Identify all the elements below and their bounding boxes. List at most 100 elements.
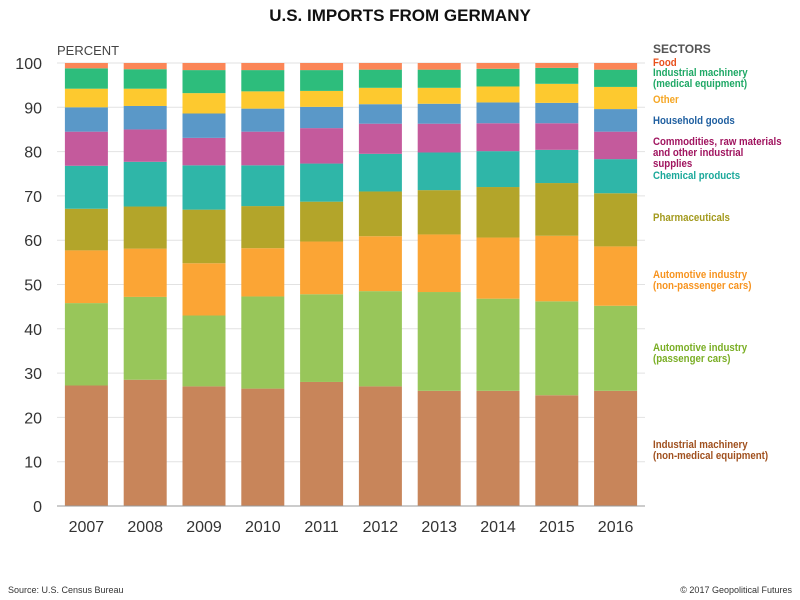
- bar-segment: [594, 159, 638, 194]
- bar-segment: [535, 395, 579, 506]
- bar-segment: [64, 107, 108, 132]
- bar-segment: [417, 63, 461, 70]
- y-axis-label: PERCENT: [57, 43, 120, 58]
- x-tick-label: 2013: [421, 519, 457, 536]
- bar-segment: [358, 191, 402, 237]
- x-tick-label: 2010: [245, 519, 281, 536]
- bar-segment: [123, 105, 167, 130]
- legend-item: Other: [653, 95, 679, 106]
- legend-label: Automotive industry: [653, 269, 748, 281]
- bar-segment: [476, 390, 520, 506]
- bar-segment: [476, 123, 520, 152]
- bar-segment: [417, 103, 461, 124]
- bar-segment: [476, 151, 520, 188]
- legend-item: Chemical products: [653, 171, 740, 182]
- bar-segment: [535, 102, 579, 124]
- bar-segment: [241, 70, 285, 92]
- bar-segment: [241, 91, 285, 109]
- y-tick-label: 0: [33, 499, 42, 516]
- bar-segment: [241, 206, 285, 249]
- bar-segment: [535, 63, 579, 68]
- bar-segment: [123, 63, 167, 70]
- bar-segment: [358, 291, 402, 387]
- x-tick-label: 2011: [304, 519, 339, 536]
- source-note: Source: U.S. Census Bureau: [8, 585, 124, 595]
- legend-label: Pharmaceuticals: [653, 212, 730, 224]
- bar-segment: [182, 70, 226, 94]
- legend-label: and other industrial supplies: [653, 147, 744, 170]
- bar-segment: [64, 63, 108, 69]
- x-tick-label: 2016: [598, 519, 634, 536]
- bar-segment: [594, 86, 638, 110]
- y-tick-label: 50: [24, 278, 42, 295]
- x-tick-label: 2012: [363, 519, 399, 536]
- bar-segment: [535, 123, 579, 150]
- bar-segment: [594, 63, 638, 70]
- legend-label: Household goods: [653, 115, 735, 127]
- bar-segment: [594, 246, 638, 306]
- bar-segment: [300, 381, 344, 506]
- bar-segment: [358, 63, 402, 70]
- x-tick-label: 2008: [127, 519, 163, 536]
- bar-segment: [182, 137, 226, 166]
- bar-segment: [594, 390, 638, 506]
- bar-segment: [123, 161, 167, 207]
- legend-label: (medical equipment): [653, 78, 748, 90]
- legend-label: (passenger cars): [653, 353, 731, 365]
- bar-segment: [594, 131, 638, 160]
- bar-segment: [64, 250, 108, 304]
- bar-segment: [476, 86, 520, 103]
- y-tick-label: 60: [24, 233, 42, 250]
- bar-segment: [594, 69, 638, 87]
- bar-segment: [535, 83, 579, 103]
- bar-segment: [476, 63, 520, 69]
- legend-item: Industrial machinery (medical equipment): [653, 68, 748, 90]
- legend-item: Automotive industry (passenger cars): [653, 343, 747, 365]
- bar-segment: [417, 234, 461, 293]
- legend-label: (non-medical equipment): [653, 450, 769, 462]
- legend-label: Industrial machinery: [653, 67, 748, 79]
- bar-segment: [123, 379, 167, 506]
- bar-segment: [300, 90, 344, 107]
- bar-segment: [535, 149, 579, 184]
- bar-segment: [358, 69, 402, 88]
- legend-label: Food: [653, 57, 677, 69]
- bar-segment: [417, 123, 461, 153]
- legend-item: Commodities, raw materials and other indu…: [653, 137, 782, 170]
- bar-segment: [64, 68, 108, 89]
- bar-segment: [417, 390, 461, 506]
- bar-segment: [417, 69, 461, 88]
- bar-segment: [123, 69, 167, 89]
- bar-segment: [64, 208, 108, 251]
- x-tick-label: 2014: [480, 519, 516, 536]
- bar-segment: [241, 165, 285, 207]
- bar-segment: [182, 113, 226, 138]
- bar-segment: [64, 385, 108, 506]
- bar-segment: [417, 87, 461, 104]
- bar-segment: [358, 104, 402, 124]
- bar-segment: [594, 109, 638, 132]
- bar-segment: [182, 93, 226, 114]
- bar-segment: [300, 70, 344, 91]
- bar-segment: [300, 201, 344, 242]
- x-tick-label: 2009: [186, 519, 222, 536]
- bar-segment: [123, 88, 167, 106]
- bar-segment: [241, 108, 285, 132]
- bar-segment: [241, 388, 285, 506]
- bar-segment: [123, 129, 167, 162]
- legend-title: SECTORS: [653, 42, 711, 56]
- bar-segment: [241, 131, 285, 166]
- y-tick-label: 10: [24, 455, 42, 472]
- bar-segment: [358, 123, 402, 154]
- bar-segment: [535, 235, 579, 302]
- y-tick-label: 70: [24, 189, 42, 206]
- bar-segment: [241, 296, 285, 389]
- bar-segment: [476, 187, 520, 238]
- legend-item: Household goods: [653, 116, 735, 127]
- bar-segment: [300, 63, 344, 71]
- legend-label: Other: [653, 94, 679, 106]
- bar-segment: [535, 67, 579, 84]
- bar-segment: [358, 236, 402, 292]
- legend-label: Chemical products: [653, 170, 741, 182]
- bar-segment: [241, 63, 285, 71]
